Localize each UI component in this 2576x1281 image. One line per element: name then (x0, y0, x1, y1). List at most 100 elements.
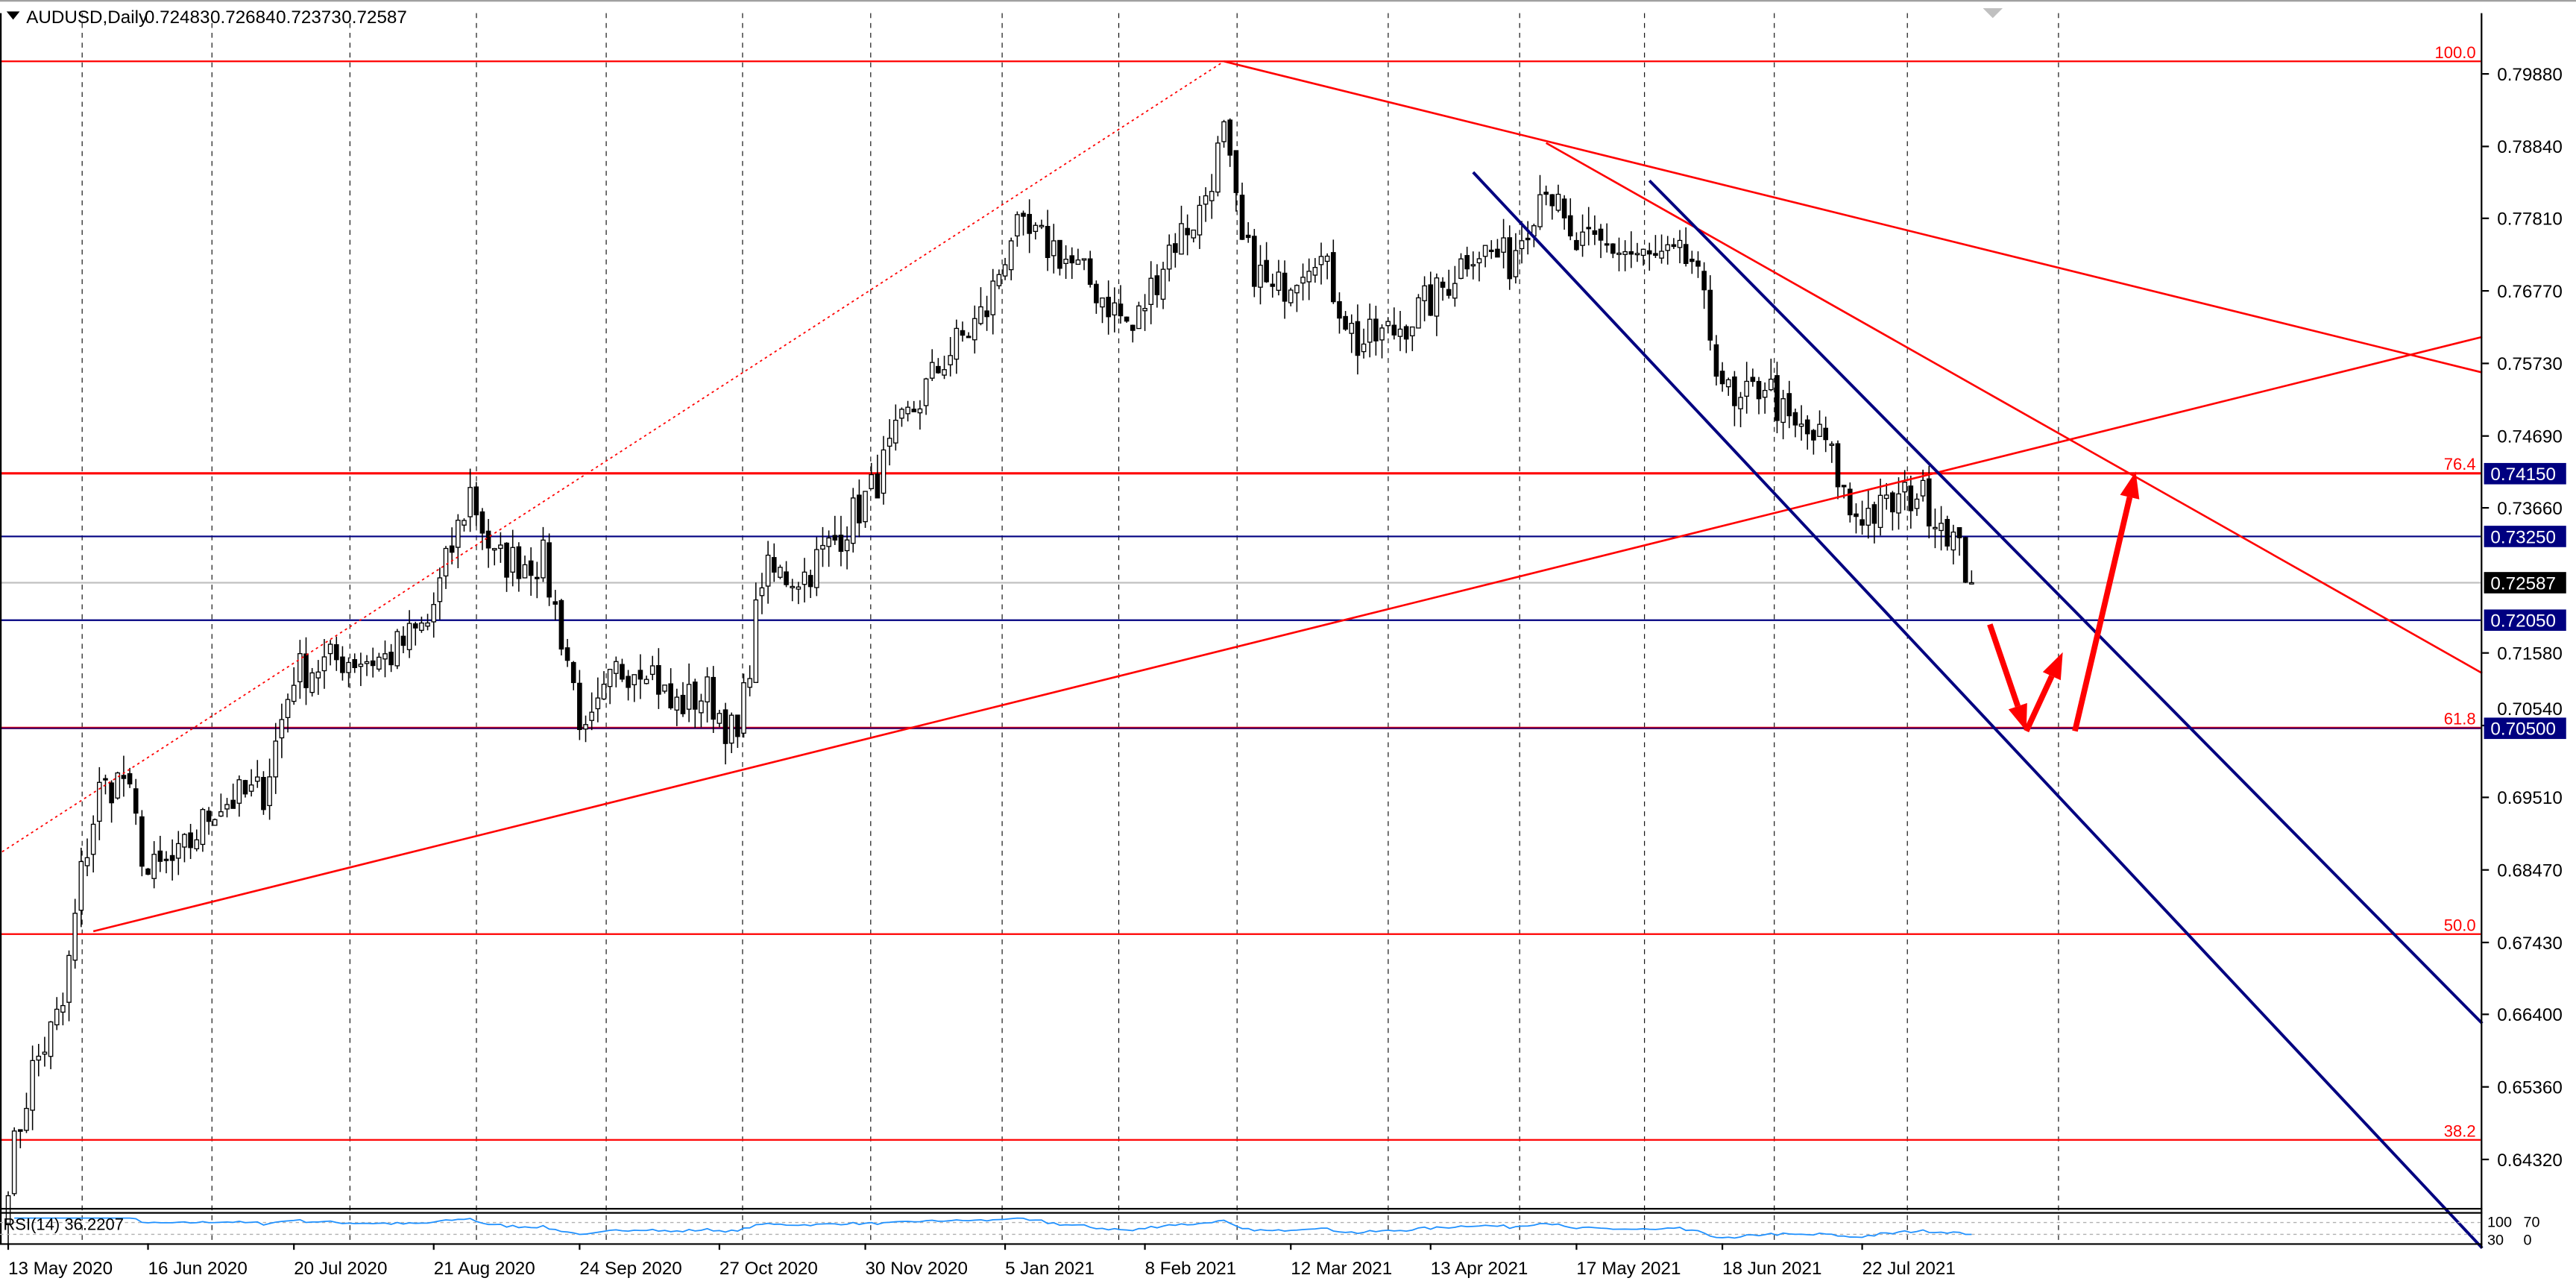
price-tick-label: 0.78840 (2497, 137, 2563, 157)
arrow-head-icon[interactable] (2008, 702, 2027, 731)
trendline[interactable] (1, 60, 1225, 853)
candle (498, 544, 503, 550)
candle (535, 576, 540, 579)
candle (1355, 321, 1361, 356)
candle (942, 369, 947, 376)
candle (425, 622, 430, 627)
candle (90, 823, 96, 855)
candle (1385, 321, 1391, 327)
candle (11, 1130, 17, 1195)
time-tick-label: 17 May 2021 (1576, 1259, 1681, 1279)
price-level-box-label: 0.72050 (2490, 611, 2556, 632)
candle (607, 669, 613, 687)
trendline[interactable] (1546, 142, 2483, 674)
candle (1847, 488, 1853, 516)
candle (462, 520, 467, 526)
fib-level-label: 50.0 (2444, 916, 2476, 934)
candle (456, 520, 461, 548)
candle (917, 408, 923, 414)
candle (1252, 236, 1257, 287)
candle (699, 700, 704, 714)
candle (103, 778, 108, 781)
candle (254, 776, 260, 782)
candle (127, 772, 133, 784)
candle (717, 713, 722, 724)
candle (1397, 328, 1403, 337)
candle (188, 832, 193, 849)
price-tick-label: 0.71580 (2497, 644, 2563, 664)
candle (206, 811, 212, 822)
candle (1239, 195, 1245, 240)
channel-line[interactable] (1648, 179, 2484, 1025)
candle (857, 494, 862, 523)
candle (97, 781, 102, 822)
trendline[interactable] (1224, 60, 2483, 374)
candle (248, 784, 254, 792)
candle (948, 355, 953, 365)
candle (1276, 271, 1282, 291)
candle (1148, 277, 1154, 305)
candle (1750, 377, 1756, 383)
candle (971, 318, 977, 341)
candle (1258, 265, 1263, 288)
candle (431, 604, 437, 623)
candle (1197, 204, 1203, 236)
time-tick-label: 13 May 2020 (8, 1259, 113, 1279)
trendline[interactable] (92, 336, 2483, 933)
trendlines[interactable] (1, 60, 2484, 1250)
candle (753, 599, 759, 683)
candle (1112, 302, 1118, 316)
arrow-head-icon[interactable] (2120, 471, 2140, 500)
rsi-axis-label: 0 (2523, 1233, 2531, 1249)
price-level-box[interactable] (2484, 717, 2566, 740)
candle (1622, 251, 1628, 255)
candle (1081, 258, 1087, 261)
candle (479, 511, 485, 534)
candle (1774, 375, 1780, 421)
candle (929, 362, 935, 379)
candle (1403, 326, 1409, 340)
forecast-arrow-shaft[interactable] (2072, 496, 2133, 732)
candle (1488, 249, 1494, 253)
candle (1470, 264, 1476, 267)
candle (1173, 243, 1178, 254)
candle (643, 679, 649, 684)
price-axis[interactable]: 0.79880 0.78840 0.77810 0.76770 0.75730 0.746… (2482, 65, 2566, 1171)
candle (1616, 252, 1622, 255)
candle (1373, 318, 1379, 342)
candle (1713, 344, 1719, 377)
collapse-triangle-icon[interactable] (6, 11, 20, 20)
candle (613, 661, 619, 674)
candle (1969, 582, 1974, 585)
candle (1331, 252, 1336, 303)
candle (1549, 194, 1555, 207)
candle (790, 585, 796, 588)
candle (1361, 343, 1367, 353)
arrow-head-icon[interactable] (2042, 652, 2063, 681)
candle (218, 811, 224, 817)
candle (637, 670, 643, 680)
chart-shift-marker-icon[interactable] (1983, 8, 2003, 19)
candle (832, 535, 838, 541)
price-level-box[interactable] (2484, 609, 2566, 632)
candle (42, 1051, 48, 1055)
candle (303, 653, 309, 688)
rsi-label: RSI(14) 36.2207 (3, 1215, 124, 1234)
price-level-box[interactable] (2484, 572, 2566, 594)
candle (893, 419, 898, 444)
candle (1416, 297, 1421, 329)
forecast-arrow-shaft[interactable] (2024, 675, 2055, 733)
candle (1008, 240, 1014, 271)
time-axis[interactable]: 13 May 2020 16 Jun 2020 20 Jul 2020 21 Aug … (7, 1243, 1956, 1279)
candle (449, 545, 455, 553)
candle (1689, 258, 1695, 262)
forecast-arrows[interactable] (1987, 471, 2140, 733)
candle (784, 571, 789, 585)
price-level-box[interactable] (2484, 462, 2566, 485)
forecast-arrow-shaft[interactable] (1987, 623, 2021, 708)
candle (881, 449, 887, 494)
price-level-box[interactable] (2484, 526, 2566, 547)
candle (1142, 308, 1147, 312)
channel-line[interactable] (1472, 171, 2484, 1250)
